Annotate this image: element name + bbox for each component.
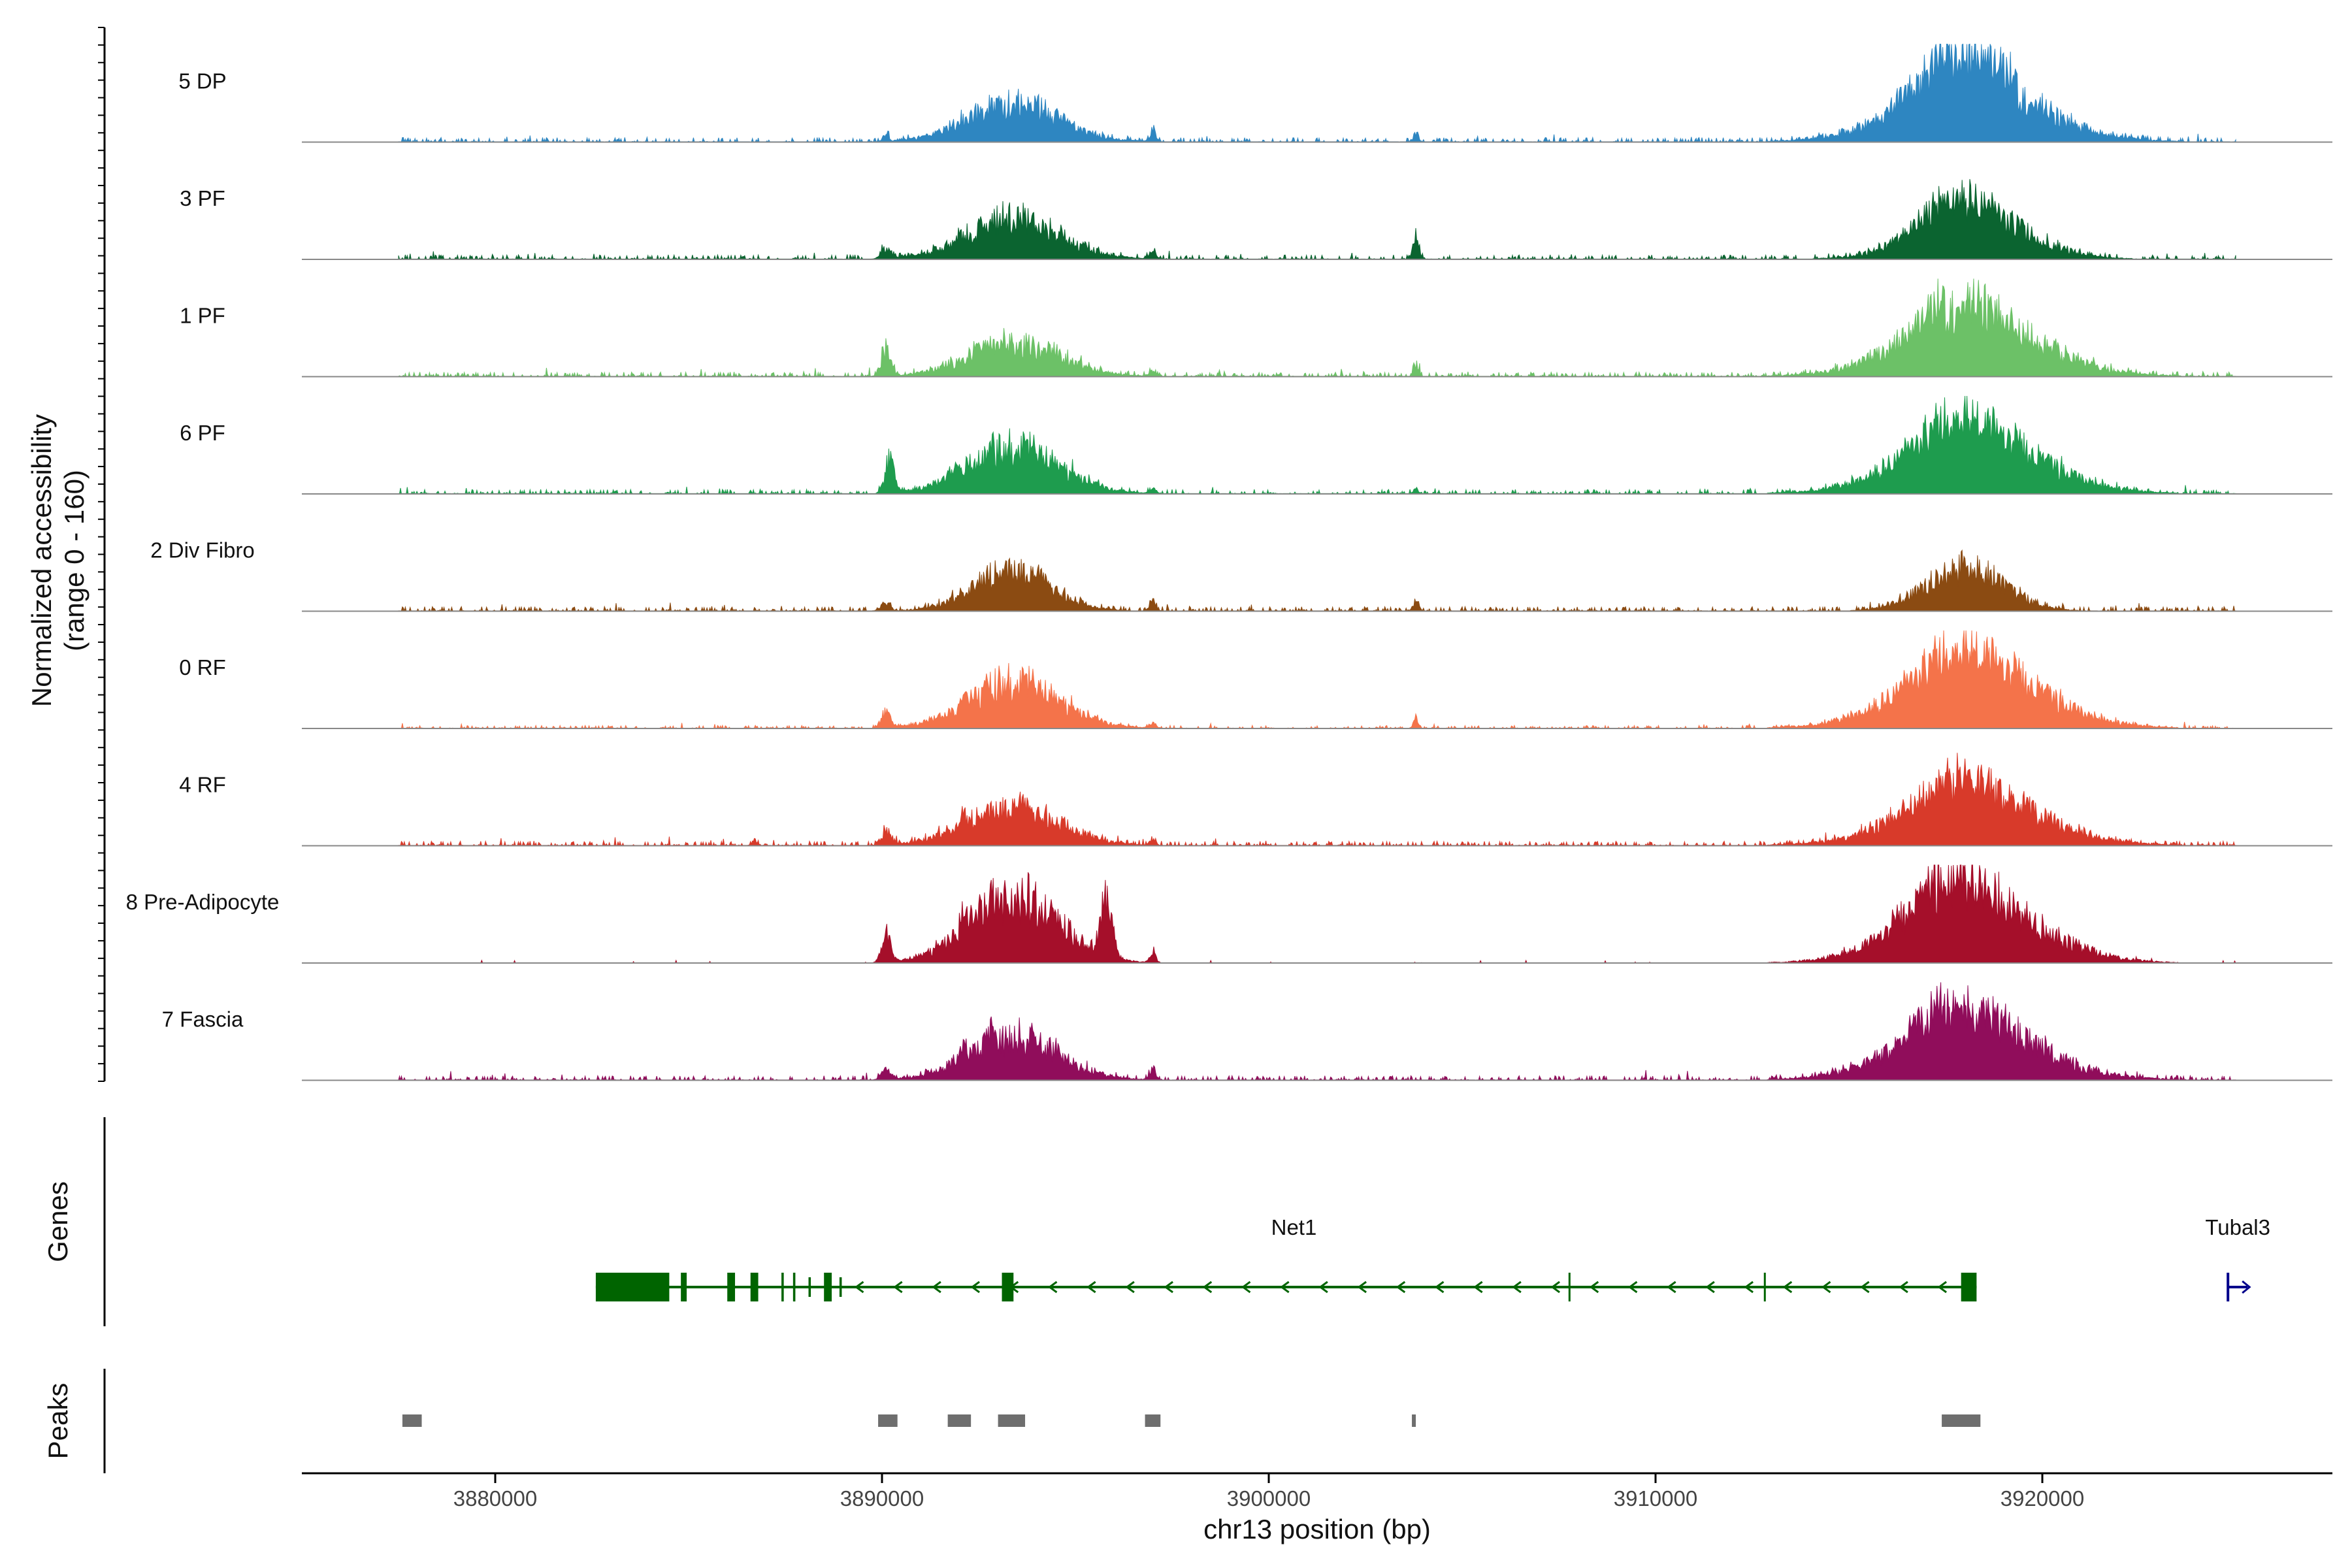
- gene-net1-exon: [839, 1277, 842, 1297]
- y-axis-label-line2: (range 0 - 160): [59, 470, 90, 651]
- gene-net1-exon: [595, 1273, 670, 1301]
- strand-arrow-icon: [2242, 1280, 2251, 1294]
- gene-net1-exon: [1961, 1273, 1977, 1301]
- gene-net1-exon: [750, 1273, 759, 1301]
- strand-arrow-icon: [1202, 1281, 1213, 1294]
- gene-label-tubal3: Tubal3: [2205, 1215, 2270, 1239]
- strand-arrow-icon: [893, 1281, 903, 1294]
- strand-arrow-icon: [854, 1281, 864, 1294]
- coverage-track-3: [398, 395, 2236, 495]
- track-label-7-fascia: 7 Fascia: [162, 1007, 244, 1032]
- coverage-track-7: [399, 864, 2236, 964]
- coverage-track-1: [398, 179, 2236, 261]
- track-label-1-pf: 1 PF: [180, 304, 225, 328]
- gene-net1-exon: [824, 1273, 832, 1301]
- x-tick-label-0: 3880000: [453, 1486, 537, 1511]
- gene-net1-exon: [1002, 1273, 1014, 1301]
- strand-arrow-icon: [1009, 1281, 1019, 1294]
- peak-region-3: [998, 1414, 1026, 1427]
- coverage-track-4: [398, 549, 2236, 612]
- gene-net1-exon: [792, 1273, 796, 1301]
- strand-arrow-icon: [1589, 1281, 1599, 1294]
- gene-net1-exon: [727, 1273, 736, 1301]
- y-axis-label-line1: Normalized accessibility: [26, 414, 57, 707]
- peak-region-1: [878, 1414, 898, 1427]
- peak-region-6: [1942, 1414, 1981, 1427]
- strand-arrow-icon: [1473, 1281, 1483, 1294]
- gene-net1-exon: [1568, 1273, 1571, 1301]
- peak-region-0: [402, 1414, 422, 1427]
- peak-region-5: [1412, 1414, 1416, 1427]
- genes-panel-label: Genes: [42, 1181, 73, 1262]
- strand-arrow-icon: [1705, 1281, 1715, 1294]
- strand-arrow-icon: [1860, 1281, 1870, 1294]
- strand-arrow-icon: [1550, 1281, 1560, 1294]
- x-axis-label: chr13 position (bp): [1203, 1514, 1431, 1544]
- track-label-0-rf: 0 RF: [179, 655, 226, 679]
- peaks-panel-label: Peaks: [42, 1383, 73, 1460]
- strand-arrow-icon: [1434, 1281, 1445, 1294]
- strand-arrow-icon: [1125, 1281, 1135, 1294]
- strand-arrow-icon: [1241, 1281, 1251, 1294]
- strand-arrow-icon: [1667, 1281, 1676, 1294]
- strand-arrow-icon: [1086, 1281, 1096, 1294]
- peak-region-2: [947, 1414, 972, 1427]
- strand-arrow-icon: [1782, 1281, 1793, 1294]
- gene-label-net1: Net1: [1271, 1215, 1317, 1239]
- strand-arrow-icon: [1164, 1281, 1173, 1294]
- coverage-track-5: [398, 630, 2236, 730]
- track-label-5-dp: 5 DP: [178, 69, 226, 93]
- x-tick-label-2: 3900000: [1227, 1486, 1311, 1511]
- strand-arrow-icon: [1744, 1281, 1754, 1294]
- gene-net1-exon: [1763, 1273, 1766, 1301]
- strand-arrow-icon: [1047, 1281, 1058, 1294]
- x-tick-label-4: 3920000: [2001, 1486, 2084, 1511]
- track-label-8-pre-adipocyte: 8 Pre-Adipocyte: [126, 890, 280, 914]
- track-label-6-pf: 6 PF: [180, 421, 225, 445]
- strand-arrow-icon: [1357, 1281, 1367, 1294]
- strand-arrow-icon: [1627, 1281, 1638, 1294]
- coverage-track-8: [398, 982, 2236, 1081]
- track-label-2-div-fibro: 2 Div Fibro: [150, 538, 255, 563]
- coverage-track-2: [398, 278, 2236, 378]
- coverage-track-0: [398, 43, 2236, 143]
- strand-arrow-icon: [970, 1281, 980, 1294]
- strand-arrow-icon: [1396, 1281, 1406, 1294]
- gene-net1-exon: [808, 1277, 811, 1297]
- strand-arrow-icon: [1280, 1281, 1290, 1294]
- strand-arrow-icon: [1318, 1281, 1328, 1294]
- strand-arrow-icon: [932, 1281, 941, 1294]
- strand-arrow-icon: [1512, 1281, 1522, 1294]
- strand-arrow-icon: [1937, 1281, 1947, 1294]
- gene-net1-exon: [781, 1273, 784, 1301]
- peak-region-4: [1145, 1414, 1161, 1427]
- x-tick-label-1: 3890000: [840, 1486, 924, 1511]
- strand-arrow-icon: [1899, 1281, 1908, 1294]
- x-tick-label-3: 3910000: [1614, 1486, 1697, 1511]
- gene-net1-exon: [681, 1273, 687, 1301]
- strand-arrow-icon: [1821, 1281, 1831, 1294]
- track-label-4-rf: 4 RF: [179, 773, 226, 797]
- track-label-3-pf: 3 PF: [180, 186, 225, 210]
- coverage-track-6: [398, 753, 2236, 847]
